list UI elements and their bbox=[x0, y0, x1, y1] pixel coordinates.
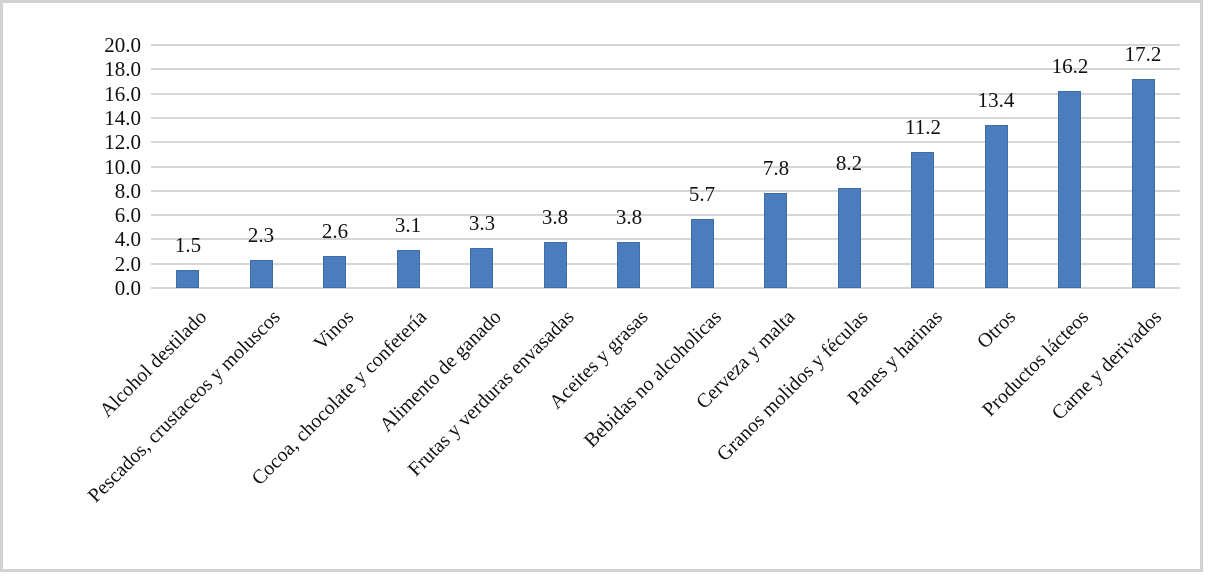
data-label: 1.5 bbox=[174, 233, 202, 257]
gridline bbox=[151, 238, 1180, 240]
x-category-label: Granos molidos y féculas bbox=[712, 306, 873, 466]
chart-frame: 0.0 2.0 4.0 6.0 8.0 10.0 12.0 14.0 16.0 18.0 20.0 1… bbox=[0, 0, 1203, 572]
gridline bbox=[151, 93, 1180, 95]
gridline bbox=[151, 68, 1180, 70]
bar bbox=[544, 242, 567, 288]
y-axis-tick-label: 16.0 bbox=[104, 82, 141, 106]
gridline bbox=[151, 287, 1180, 289]
gridline bbox=[151, 190, 1180, 192]
bar bbox=[1132, 79, 1155, 288]
data-label: 2.3 bbox=[247, 223, 275, 247]
bar bbox=[838, 188, 861, 288]
bar bbox=[323, 256, 346, 288]
y-axis-tick-label: 20.0 bbox=[104, 33, 141, 57]
bar bbox=[911, 152, 934, 288]
data-label: 16.2 bbox=[1051, 54, 1089, 78]
data-label: 13.4 bbox=[977, 88, 1015, 112]
y-axis-tick-label: 4.0 bbox=[114, 227, 141, 251]
data-label: 17.2 bbox=[1124, 42, 1162, 66]
x-category-label: Bebidas no alcoholicas bbox=[579, 306, 726, 452]
y-axis-tick-label: 6.0 bbox=[114, 203, 141, 227]
bar bbox=[1058, 91, 1081, 288]
y-axis-tick-label: 2.0 bbox=[114, 252, 141, 276]
y-axis-tick-label: 18.0 bbox=[104, 57, 141, 81]
data-label: 11.2 bbox=[905, 115, 941, 139]
data-label: 5.7 bbox=[688, 182, 716, 206]
y-axis-tick-label: 10.0 bbox=[104, 155, 141, 179]
x-category-label: Otros bbox=[972, 306, 1020, 353]
gridline bbox=[151, 141, 1180, 143]
data-label: 3.1 bbox=[394, 213, 422, 237]
bar bbox=[397, 250, 420, 288]
data-label: 3.8 bbox=[615, 205, 643, 229]
x-category-label: Vinos bbox=[310, 306, 359, 355]
data-label: 2.6 bbox=[321, 219, 349, 243]
gridline bbox=[151, 44, 1180, 46]
gridline bbox=[151, 117, 1180, 119]
data-label: 3.8 bbox=[541, 205, 569, 229]
y-axis-tick-label: 14.0 bbox=[104, 106, 141, 130]
gridline bbox=[151, 214, 1180, 216]
bar bbox=[985, 125, 1008, 288]
y-axis-tick-label: 12.0 bbox=[104, 130, 141, 154]
bar bbox=[764, 193, 787, 288]
bar bbox=[176, 270, 199, 288]
bar bbox=[250, 260, 273, 288]
data-label: 7.8 bbox=[762, 156, 790, 180]
bar bbox=[617, 242, 640, 288]
y-axis-tick-label: 8.0 bbox=[114, 179, 141, 203]
gridline bbox=[151, 166, 1180, 168]
bar bbox=[470, 248, 493, 288]
data-label: 3.3 bbox=[468, 211, 496, 235]
y-axis-tick-label: 0.0 bbox=[114, 276, 141, 300]
gridline bbox=[151, 263, 1180, 265]
data-label: 8.2 bbox=[835, 151, 863, 175]
bar bbox=[691, 219, 714, 288]
